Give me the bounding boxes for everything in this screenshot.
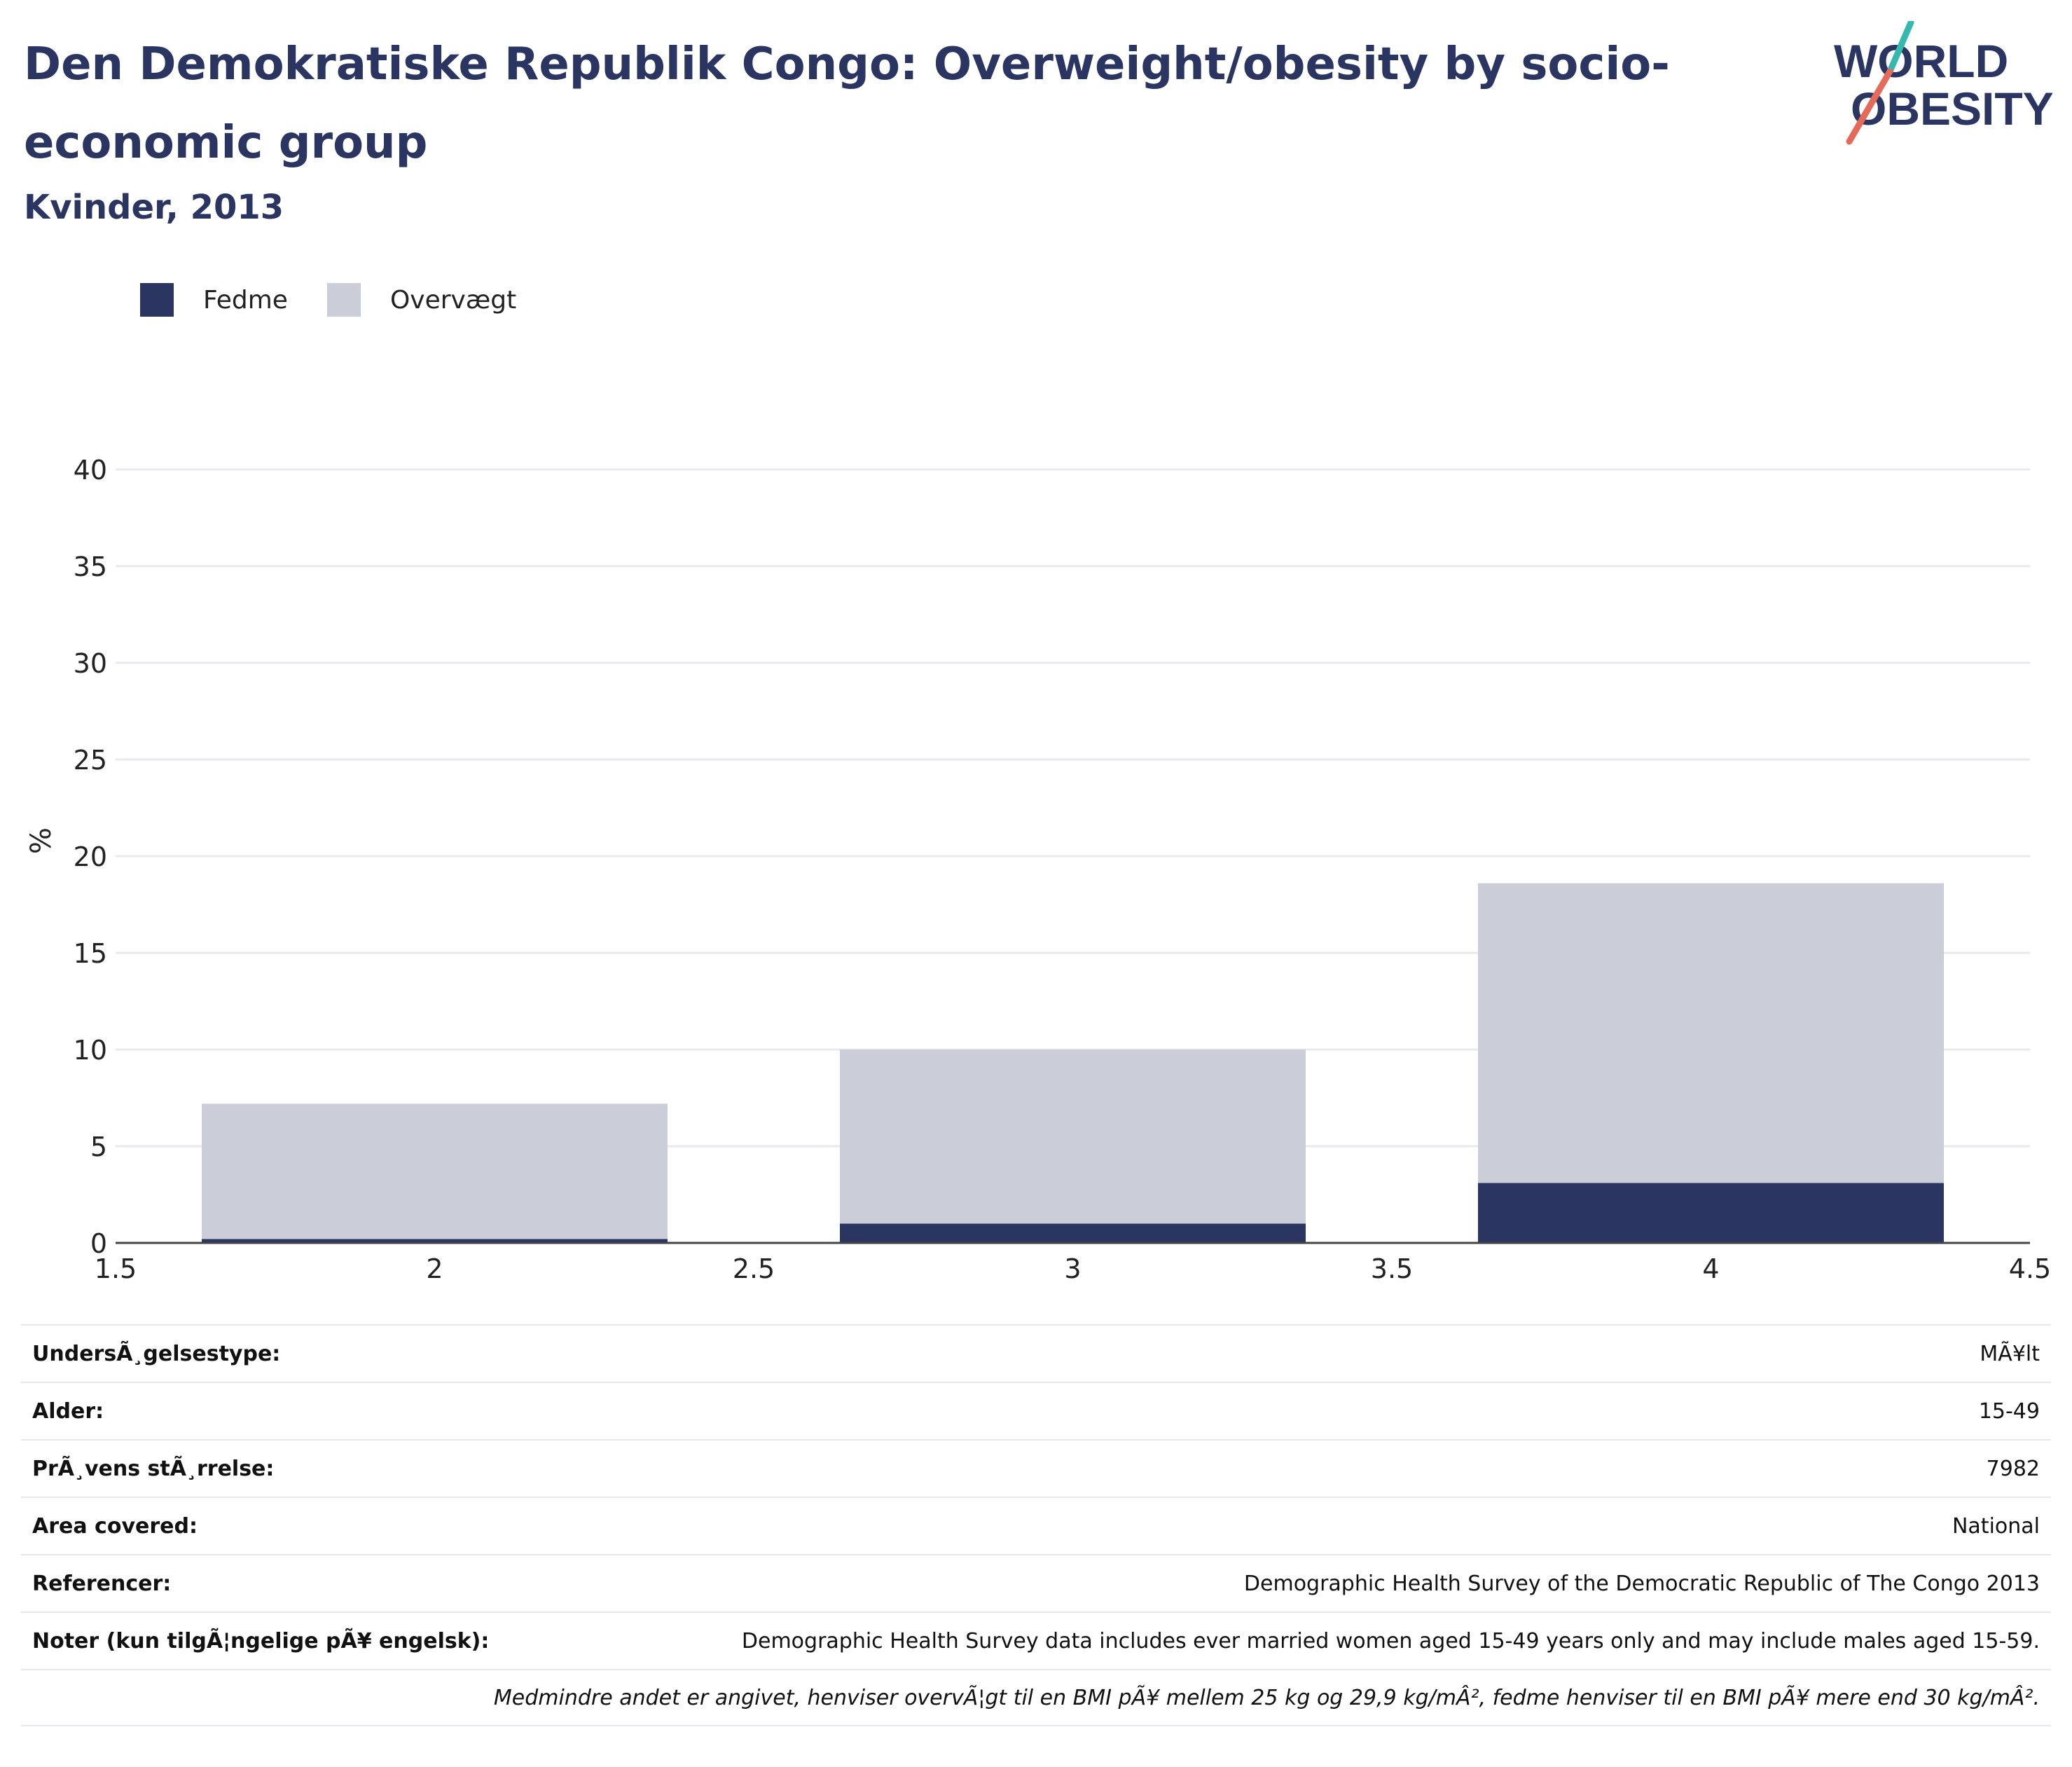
info-table: UndersÃ¸gelsestype: MÃ¥lt Alder: 15-49 P… — [21, 1324, 2051, 1726]
chart-legend: Fedme Overvægt — [140, 279, 555, 321]
y-tick-label: 20 — [74, 841, 107, 872]
info-row-references: Referencer: Demographic Health Survey of… — [21, 1554, 2051, 1611]
x-tick-label: 4.5 — [2009, 1253, 2051, 1284]
page-title: Den Demokratiske Republik Congo: Overwei… — [24, 39, 1670, 169]
x-tick-label: 2.5 — [733, 1253, 775, 1284]
info-row-age: Alder: 15-49 — [21, 1382, 2051, 1439]
bar-fedme-2[interactable] — [201, 1239, 668, 1243]
bar-fedme-4[interactable] — [1477, 1183, 1945, 1243]
info-row-sample-size: PrÃ¸vens stÃ¸rrelse: 7982 — [21, 1439, 2051, 1497]
y-axis-label: % — [25, 827, 57, 854]
y-tick-label: 15 — [74, 938, 107, 969]
info-row-area: Area covered: National — [21, 1497, 2051, 1554]
info-label: Noter (kun tilgÃ¦ngelige pÃ¥ engelsk): — [32, 1628, 490, 1653]
y-tick-label: 5 — [90, 1132, 107, 1162]
info-label: Alder: — [32, 1398, 104, 1424]
info-value: 7982 — [1986, 1456, 2040, 1481]
info-row-survey-type: UndersÃ¸gelsestype: MÃ¥lt — [21, 1324, 2051, 1382]
info-row-notes: Noter (kun tilgÃ¦ngelige pÃ¥ engelsk): D… — [21, 1611, 2051, 1669]
y-tick-label: 0 — [90, 1228, 107, 1259]
x-tick-label: 4 — [1702, 1253, 1719, 1284]
bar-overvaegt-3[interactable] — [839, 1050, 1306, 1224]
logo-coral-stroke — [1846, 68, 1893, 145]
y-tick-label: 40 — [74, 455, 107, 486]
info-value: National — [1952, 1513, 2040, 1539]
y-tick-label: 10 — [74, 1035, 107, 1066]
bar-overvaegt-2[interactable] — [201, 1103, 668, 1239]
legend-label-fedme: Fedme — [203, 285, 288, 315]
info-value: MÃ¥lt — [1980, 1341, 2040, 1366]
info-label: Referencer: — [32, 1571, 172, 1596]
info-value: 15-49 — [1978, 1398, 2040, 1424]
y-tick-label: 25 — [74, 745, 107, 776]
info-footnote-row: Medmindre andet er angivet, henviser ove… — [21, 1669, 2051, 1726]
y-tick-label: 35 — [74, 551, 107, 582]
chart-bars — [201, 883, 1945, 1243]
chart-axes: 0 5 10 15 20 25 30 35 40 1.5 2 2.5 3 3.5 4 4.5 — [74, 455, 2052, 1284]
x-tick-label: 1.5 — [95, 1253, 137, 1284]
x-tick-label: 3 — [1064, 1253, 1081, 1284]
x-tick-label: 3.5 — [1371, 1253, 1413, 1284]
bar-overvaegt-4[interactable] — [1477, 883, 1945, 1183]
info-value: Demographic Health Survey of the Democra… — [1243, 1571, 2040, 1596]
stacked-bar-chart: 0 5 10 15 20 25 30 35 40 1.5 2 2.5 3 3.5 4 4.5 % — [25, 455, 2052, 1284]
info-value: Demographic Health Survey data includes … — [741, 1628, 2040, 1653]
bar-fedme-3[interactable] — [839, 1223, 1306, 1243]
legend-swatch-fedme — [140, 283, 174, 317]
info-label: UndersÃ¸gelsestype: — [32, 1341, 281, 1366]
logo-line2: OBESITY — [1851, 83, 2052, 135]
legend-item-overvaegt[interactable]: Overvægt — [326, 283, 517, 317]
info-label: PrÃ¸vens stÃ¸rrelse: — [32, 1456, 275, 1481]
logo-line1: WORLD — [1834, 35, 2008, 87]
legend-item-fedme[interactable]: Fedme — [140, 283, 288, 317]
legend-swatch-overvaegt — [326, 283, 361, 317]
x-tick-label: 2 — [426, 1253, 443, 1284]
y-tick-label: 30 — [74, 648, 107, 679]
info-footnote: Medmindre andet er angivet, henviser ove… — [493, 1685, 2040, 1710]
world-obesity-logo: WORLD OBESITY — [1834, 21, 2052, 145]
info-label: Area covered: — [32, 1513, 198, 1539]
legend-label-overvaegt: Overvægt — [389, 285, 517, 315]
logo-teal-stroke — [1886, 21, 1914, 75]
page-subtitle: Kvinder, 2013 — [24, 188, 284, 227]
